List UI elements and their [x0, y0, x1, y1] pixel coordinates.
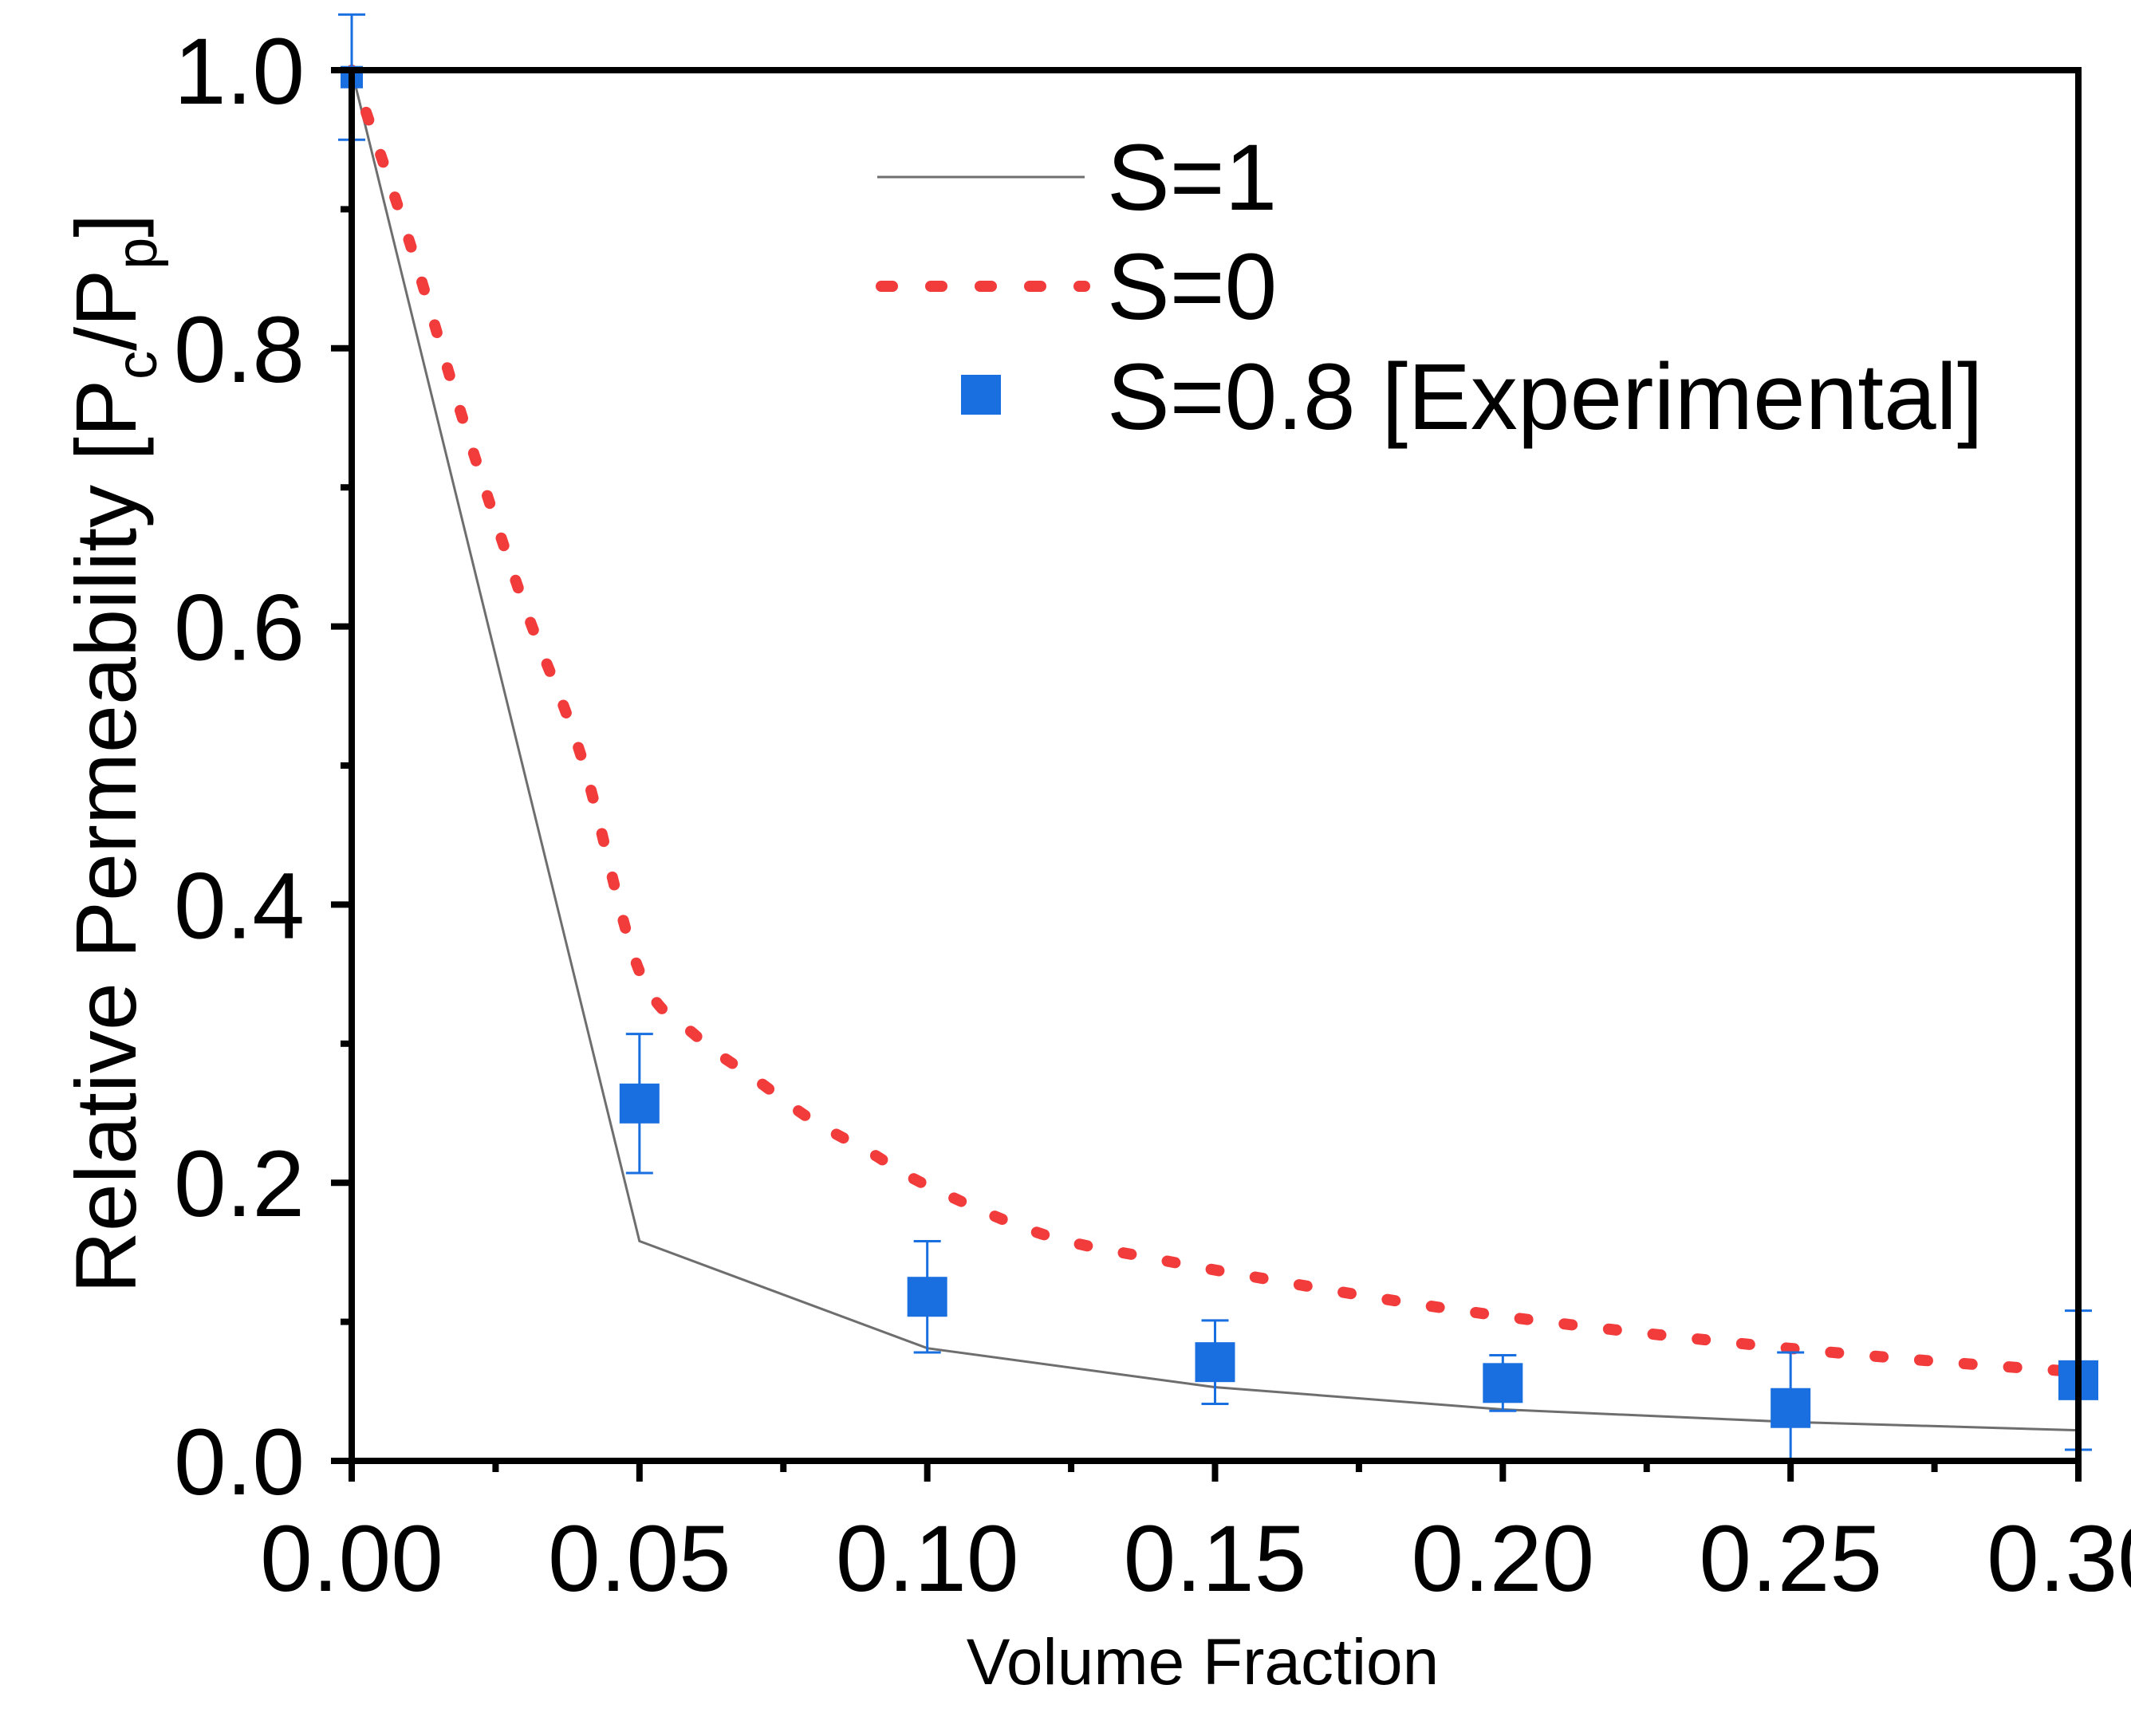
legend-label: S=1 — [1107, 125, 1277, 230]
x-tick-label: 0.00 — [260, 1506, 443, 1612]
data-point — [619, 1083, 660, 1124]
y-tick-label: 0.2 — [174, 1132, 305, 1237]
data-point — [1195, 1342, 1235, 1383]
y-tick-label: 0.0 — [174, 1410, 305, 1515]
legend-label: S=0 — [1107, 234, 1277, 340]
x-axis-label: Volume Fraction — [967, 1626, 1440, 1699]
data-point — [1483, 1363, 1523, 1403]
x-tick-label: 0.30 — [1987, 1506, 2131, 1612]
legend: S=1S=0S=0.8 [Experimental] — [876, 125, 1983, 450]
legend-swatch-s08 — [961, 375, 1001, 415]
y-tick-label: 0.6 — [174, 576, 305, 681]
x-tick-label: 0.20 — [1411, 1506, 1594, 1612]
s0-dotted-line — [346, 65, 2084, 1378]
y-label-end: ] — [57, 214, 154, 238]
data-point — [1771, 1388, 1811, 1428]
y-tick-label: 0.8 — [174, 297, 305, 403]
y-tick-label: 1.0 — [174, 19, 305, 124]
y-label-sub-p: p — [105, 238, 169, 270]
axes-layer: 0.00 0.05 0.10 0.15 0.20 0.25 0.30 0.0 0.2 0.4 0.6… — [174, 19, 2131, 1612]
data-point — [907, 1277, 947, 1317]
plot-layer — [338, 13, 2098, 1462]
y-label-sub-c: c — [105, 351, 169, 380]
y-axis-label: Relative Permeability [Pc/Pp] — [57, 214, 169, 1294]
x-tick-label: 0.15 — [1124, 1506, 1307, 1612]
y-tick-label: 0.4 — [174, 853, 305, 959]
legend-label: S=0.8 [Experimental] — [1107, 344, 1983, 450]
x-tick-label: 0.05 — [548, 1506, 731, 1612]
x-tick-label: 0.10 — [836, 1506, 1019, 1612]
y-label-main: Relative Permeability [P — [57, 380, 154, 1293]
y-label-mid: /P — [57, 270, 154, 351]
x-tick-label: 0.25 — [1699, 1506, 1882, 1612]
